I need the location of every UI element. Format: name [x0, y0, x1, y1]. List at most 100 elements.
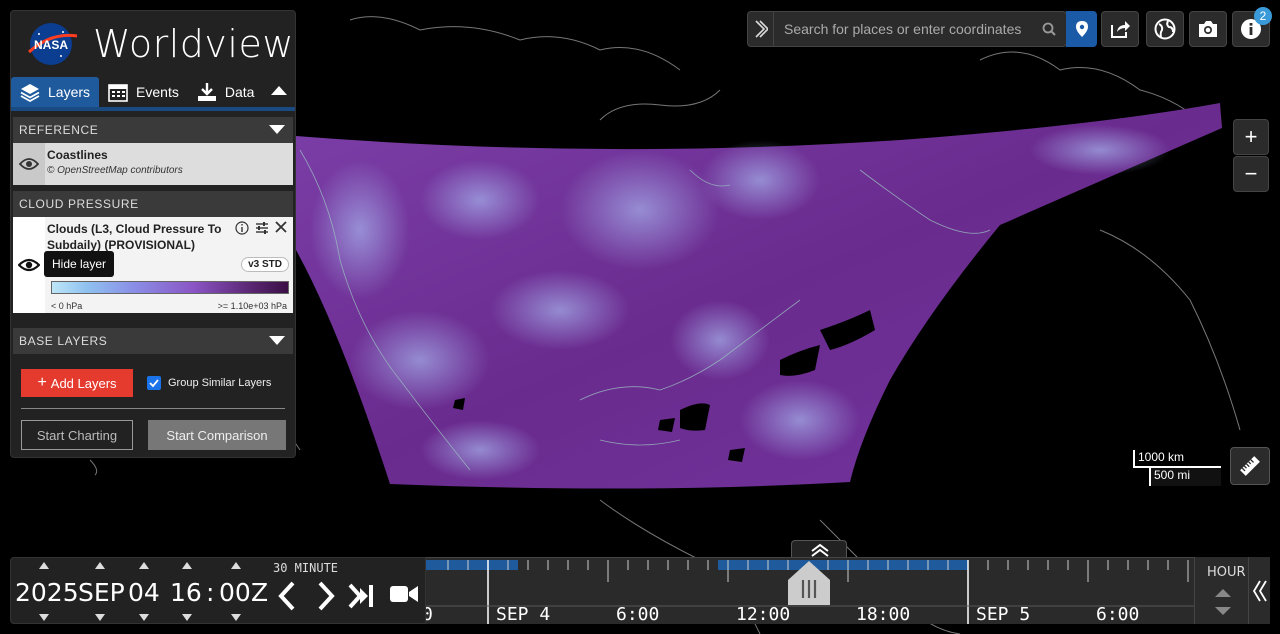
- globe-icon: [1154, 18, 1176, 40]
- zoom-in-button[interactable]: +: [1233, 119, 1269, 155]
- layer-item-coastlines[interactable]: Coastlines © OpenStreetMap contributors: [13, 143, 293, 185]
- chevron-up-icon: [811, 543, 829, 557]
- layer-options-icon[interactable]: [255, 221, 269, 235]
- day-down-arrow[interactable]: [139, 614, 149, 621]
- year-down-arrow[interactable]: [39, 614, 49, 621]
- hide-timeline-button[interactable]: [1248, 557, 1270, 624]
- share-button[interactable]: [1101, 11, 1139, 47]
- visibility-toggle[interactable]: [13, 143, 45, 185]
- add-layers-button[interactable]: + Add Layers: [21, 369, 133, 397]
- search-bar: [747, 11, 1067, 47]
- interval-label[interactable]: 30 MINUTE: [273, 561, 339, 575]
- tab-data[interactable]: Data: [188, 77, 264, 107]
- video-camera-icon[interactable]: [389, 584, 419, 604]
- version-badge: v3 STD: [241, 257, 289, 272]
- minute-up-arrow[interactable]: [231, 562, 241, 569]
- measure-button[interactable]: [1230, 447, 1270, 485]
- year-field[interactable]: 2025: [15, 578, 79, 607]
- info-button[interactable]: [1232, 11, 1270, 47]
- info-icon[interactable]: [235, 221, 249, 235]
- group-similar-label[interactable]: Group Similar Layers: [168, 377, 272, 389]
- section-header-base-layers[interactable]: BASE LAYERS: [13, 328, 293, 354]
- legend-min-label: < 0 hPa: [51, 301, 83, 311]
- hide-layer-tooltip: Hide layer: [44, 251, 115, 277]
- timeline-zoom-level[interactable]: HOUR: [1207, 565, 1246, 580]
- search-input[interactable]: [774, 12, 1034, 46]
- add-layers-label: Add Layers: [50, 375, 117, 391]
- legend-colorbar[interactable]: [51, 281, 289, 294]
- timeline-handle[interactable]: [786, 560, 832, 606]
- timeline-label: 12:00: [736, 604, 791, 624]
- section-header-reference[interactable]: REFERENCE: [13, 117, 293, 143]
- chevron-down-icon[interactable]: [269, 336, 285, 346]
- zoom-up-arrow[interactable]: [1215, 588, 1231, 598]
- layers-icon: [20, 84, 40, 102]
- sidebar-tabs: Layers Events Data: [11, 77, 295, 111]
- sidebar-panel: NASA Worldview Layers Events: [10, 10, 296, 458]
- section-header-cloud-pressure[interactable]: CLOUD PRESSURE: [13, 191, 293, 217]
- month-down-arrow[interactable]: [95, 614, 105, 621]
- timeline[interactable]: 0 SEP 4 6:00 12:00 18:00 SEP 5 6:00: [426, 557, 1194, 624]
- eye-icon: [19, 158, 39, 170]
- expand-search-icon[interactable]: [748, 12, 774, 46]
- ruler-icon: [1240, 456, 1260, 476]
- hour-up-arrow[interactable]: [182, 562, 192, 569]
- chevron-right-icon[interactable]: [314, 580, 338, 612]
- chevron-left-icon[interactable]: [275, 580, 299, 612]
- day-field[interactable]: 04: [128, 578, 160, 607]
- search-icon[interactable]: [1034, 12, 1064, 46]
- year-up-arrow[interactable]: [39, 562, 49, 569]
- snapshot-button[interactable]: [1189, 11, 1227, 47]
- eye-icon: [18, 258, 40, 272]
- month-field[interactable]: SEP: [78, 578, 125, 607]
- location-pin-icon[interactable]: [1066, 11, 1097, 47]
- month-up-arrow[interactable]: [95, 562, 105, 569]
- minute-field[interactable]: 00: [219, 578, 251, 607]
- timeline-label: 18:00: [856, 604, 911, 624]
- layer-title: Coastlines: [47, 148, 108, 162]
- tab-layers[interactable]: Layers: [11, 77, 100, 107]
- timeline-collapse-button[interactable]: [791, 540, 847, 558]
- skip-to-latest-icon[interactable]: [348, 582, 376, 610]
- section-title: BASE LAYERS: [19, 334, 108, 348]
- timeline-axis: [426, 560, 1194, 624]
- collapse-sidebar-icon[interactable]: [269, 81, 289, 101]
- calendar-icon: [108, 84, 128, 102]
- start-charting-button[interactable]: Start Charting: [21, 420, 133, 450]
- visibility-toggle[interactable]: [13, 217, 45, 313]
- close-icon[interactable]: [275, 221, 287, 233]
- timeline-label: 0: [426, 604, 433, 624]
- notification-badge: 2: [1254, 7, 1272, 25]
- zoom-down-arrow[interactable]: [1215, 606, 1231, 616]
- timeline-label: SEP 4: [496, 604, 551, 624]
- group-similar-checkbox[interactable]: [147, 376, 161, 390]
- tab-events[interactable]: Events: [99, 77, 188, 107]
- timeline-label: SEP 5: [976, 604, 1031, 624]
- brand-header: NASA Worldview: [11, 11, 295, 77]
- minute-down-arrow[interactable]: [231, 614, 241, 621]
- section-title: CLOUD PRESSURE: [19, 197, 139, 211]
- timezone-label: Z: [251, 578, 269, 607]
- app-title: Worldview: [93, 22, 294, 66]
- layer-tools: [235, 221, 287, 235]
- plus-icon: +: [37, 374, 47, 391]
- divider: [21, 408, 285, 409]
- hour-field[interactable]: 16: [170, 578, 202, 607]
- layer-title-line2: Subdaily) (PROVISIONAL): [47, 238, 196, 252]
- double-chevron-left-icon: [1252, 580, 1267, 601]
- projection-button[interactable]: [1146, 11, 1184, 47]
- coastline-overlay: [299, 149, 991, 471]
- svg-text:NASA: NASA: [34, 38, 68, 52]
- time-separator: :: [206, 578, 215, 607]
- no-data-patches: [453, 310, 875, 462]
- hour-down-arrow[interactable]: [182, 614, 192, 621]
- chevron-down-icon[interactable]: [269, 125, 285, 135]
- start-comparison-button[interactable]: Start Comparison: [148, 420, 286, 450]
- zoom-out-button[interactable]: −: [1233, 156, 1269, 192]
- nasa-logo[interactable]: NASA: [27, 22, 79, 66]
- layer-attribution: © OpenStreetMap contributors: [47, 165, 183, 176]
- day-up-arrow[interactable]: [139, 562, 149, 569]
- layer-title: Clouds (L3, Cloud Pressure To: [47, 222, 222, 236]
- legend-max-label: >= 1.10e+03 hPa: [217, 301, 287, 311]
